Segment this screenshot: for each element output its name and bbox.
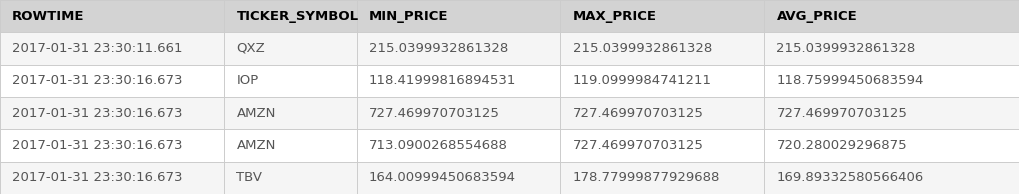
Text: 118.75999450683594: 118.75999450683594 xyxy=(776,74,924,87)
Text: 164.00999450683594: 164.00999450683594 xyxy=(369,171,516,184)
FancyBboxPatch shape xyxy=(764,32,1019,65)
FancyBboxPatch shape xyxy=(357,162,560,194)
FancyBboxPatch shape xyxy=(764,97,1019,129)
FancyBboxPatch shape xyxy=(224,162,357,194)
Text: 713.0900268554688: 713.0900268554688 xyxy=(369,139,507,152)
Text: 2017-01-31 23:30:16.673: 2017-01-31 23:30:16.673 xyxy=(12,107,182,120)
FancyBboxPatch shape xyxy=(224,0,357,32)
FancyBboxPatch shape xyxy=(560,0,764,32)
Text: 727.469970703125: 727.469970703125 xyxy=(573,107,703,120)
Text: 2017-01-31 23:30:16.673: 2017-01-31 23:30:16.673 xyxy=(12,171,182,184)
FancyBboxPatch shape xyxy=(560,97,764,129)
FancyBboxPatch shape xyxy=(560,65,764,97)
FancyBboxPatch shape xyxy=(224,97,357,129)
Text: 215.0399932861328: 215.0399932861328 xyxy=(776,42,916,55)
FancyBboxPatch shape xyxy=(224,32,357,65)
Text: TICKER_SYMBOL: TICKER_SYMBOL xyxy=(236,10,359,23)
Text: 727.469970703125: 727.469970703125 xyxy=(573,139,703,152)
FancyBboxPatch shape xyxy=(560,162,764,194)
Text: 215.0399932861328: 215.0399932861328 xyxy=(573,42,712,55)
Text: 720.280029296875: 720.280029296875 xyxy=(776,139,907,152)
Text: 727.469970703125: 727.469970703125 xyxy=(776,107,907,120)
FancyBboxPatch shape xyxy=(0,32,224,65)
Text: 118.41999816894531: 118.41999816894531 xyxy=(369,74,517,87)
FancyBboxPatch shape xyxy=(764,0,1019,32)
FancyBboxPatch shape xyxy=(357,97,560,129)
Text: 215.0399932861328: 215.0399932861328 xyxy=(369,42,508,55)
Text: 2017-01-31 23:30:16.673: 2017-01-31 23:30:16.673 xyxy=(12,74,182,87)
Text: MAX_PRICE: MAX_PRICE xyxy=(573,10,656,23)
Text: ROWTIME: ROWTIME xyxy=(12,10,85,23)
Text: QXZ: QXZ xyxy=(236,42,265,55)
Text: TBV: TBV xyxy=(236,171,263,184)
FancyBboxPatch shape xyxy=(560,32,764,65)
Text: MIN_PRICE: MIN_PRICE xyxy=(369,10,448,23)
Text: 2017-01-31 23:30:11.661: 2017-01-31 23:30:11.661 xyxy=(12,42,182,55)
Text: AMZN: AMZN xyxy=(236,107,276,120)
FancyBboxPatch shape xyxy=(357,0,560,32)
FancyBboxPatch shape xyxy=(357,32,560,65)
FancyBboxPatch shape xyxy=(224,65,357,97)
FancyBboxPatch shape xyxy=(0,65,224,97)
FancyBboxPatch shape xyxy=(0,129,224,162)
FancyBboxPatch shape xyxy=(357,129,560,162)
Text: AMZN: AMZN xyxy=(236,139,276,152)
Text: 178.77999877929688: 178.77999877929688 xyxy=(573,171,720,184)
FancyBboxPatch shape xyxy=(764,162,1019,194)
FancyBboxPatch shape xyxy=(357,65,560,97)
FancyBboxPatch shape xyxy=(224,129,357,162)
FancyBboxPatch shape xyxy=(0,162,224,194)
Text: 727.469970703125: 727.469970703125 xyxy=(369,107,499,120)
FancyBboxPatch shape xyxy=(764,65,1019,97)
FancyBboxPatch shape xyxy=(0,0,224,32)
Text: 119.0999984741211: 119.0999984741211 xyxy=(573,74,711,87)
FancyBboxPatch shape xyxy=(560,129,764,162)
Text: 2017-01-31 23:30:16.673: 2017-01-31 23:30:16.673 xyxy=(12,139,182,152)
FancyBboxPatch shape xyxy=(764,129,1019,162)
FancyBboxPatch shape xyxy=(0,97,224,129)
Text: IOP: IOP xyxy=(236,74,259,87)
Text: AVG_PRICE: AVG_PRICE xyxy=(776,10,857,23)
Text: 169.89332580566406: 169.89332580566406 xyxy=(776,171,924,184)
